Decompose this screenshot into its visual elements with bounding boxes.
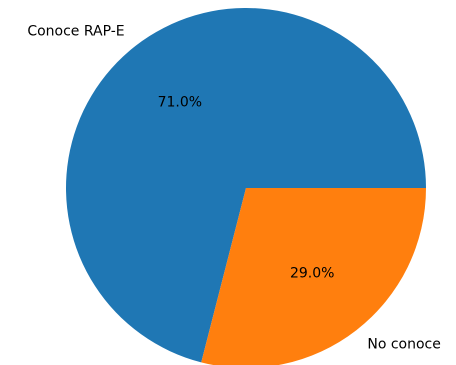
pie-slice-percent-label: 29.0% xyxy=(290,265,334,281)
pie-slices xyxy=(66,8,426,365)
pie-slice-1 xyxy=(66,8,426,363)
pie-slice-2 xyxy=(201,188,426,365)
pie-slice-category-label: Conoce RAP-E xyxy=(27,24,124,40)
pie-labels: 71.0% Conoce RAP-E 29.0% No conoce xyxy=(27,24,441,353)
pie-slice-category-label: No conoce xyxy=(367,336,441,352)
pie-slice-percent-label: 71.0% xyxy=(158,95,202,111)
